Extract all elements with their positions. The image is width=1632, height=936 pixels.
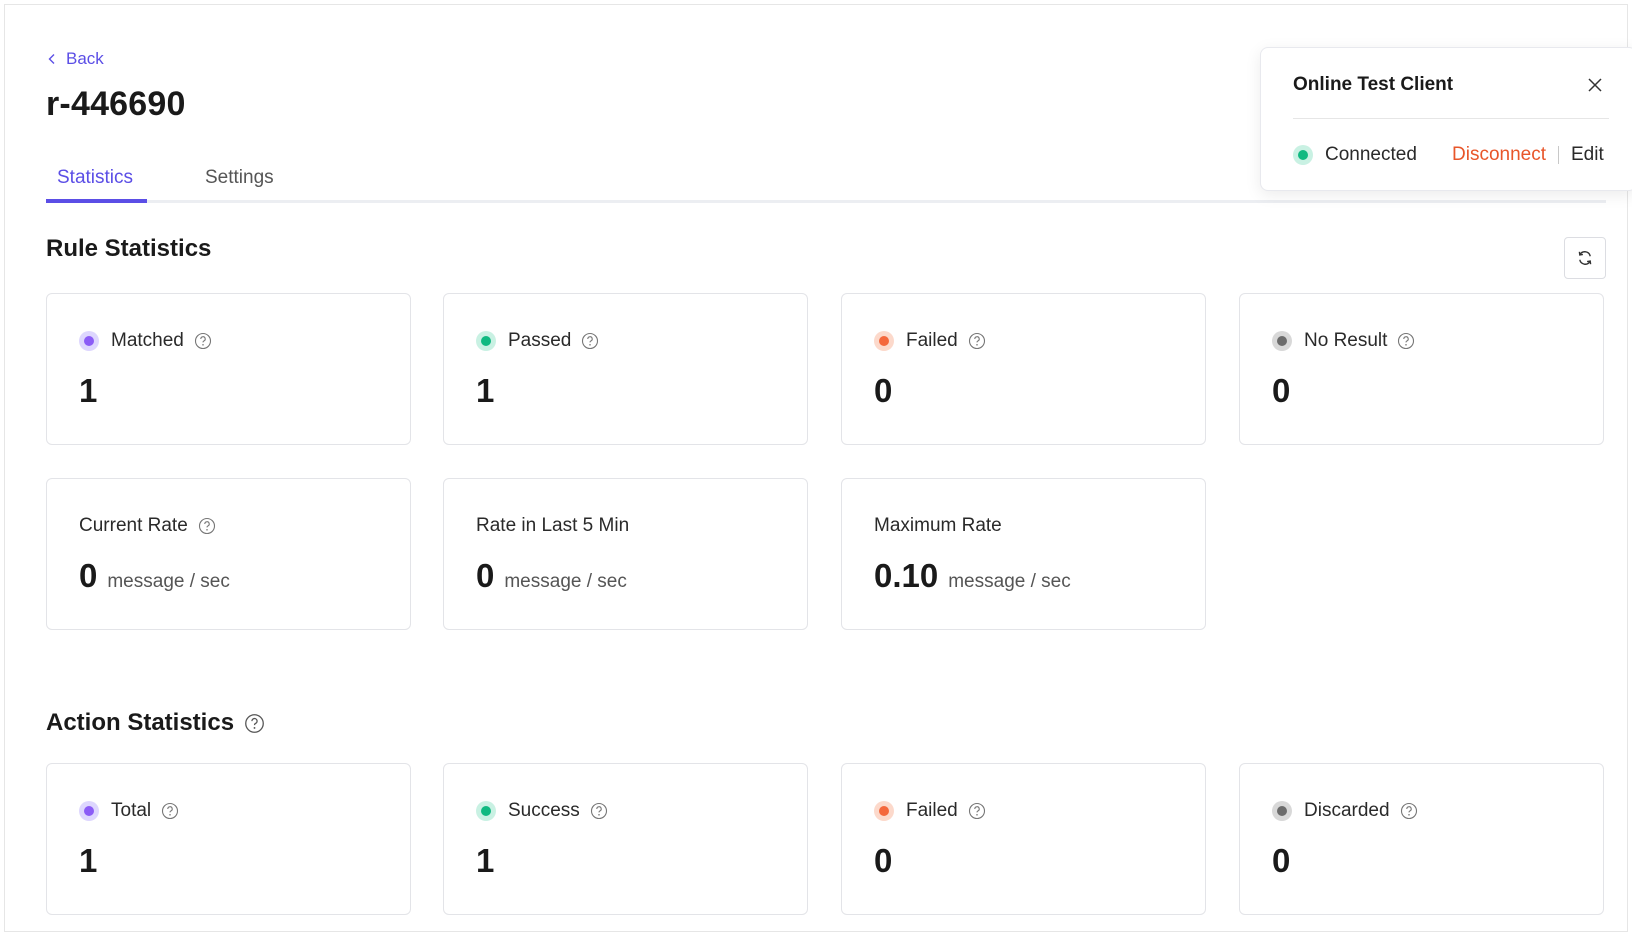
rate-value: 0.10: [874, 557, 939, 594]
active-tab-indicator: [46, 199, 147, 203]
rate-card-current: Current Rate 0 message / sec: [46, 478, 411, 630]
stat-label: Success: [508, 800, 580, 821]
refresh-icon: [1578, 251, 1592, 265]
action-card-failed: Failed 0: [841, 763, 1206, 915]
close-icon[interactable]: [1586, 76, 1604, 94]
rate-unit: message / sec: [107, 571, 230, 592]
help-icon[interactable]: [161, 802, 179, 820]
rate-value: 0: [476, 557, 495, 594]
rule-statistics-title: Rule Statistics: [46, 235, 211, 263]
help-icon[interactable]: [244, 713, 265, 734]
back-label: Back: [66, 49, 104, 68]
stat-value: 0: [1272, 372, 1291, 409]
stat-label: Failed: [906, 800, 958, 821]
stat-label: Passed: [508, 330, 572, 351]
status-dot-icon: [79, 801, 99, 821]
tab-bar: Statistics Settings: [46, 155, 1606, 203]
rate-card-maximum: Maximum Rate 0.10 message / sec: [841, 478, 1206, 630]
action-statistics-title: Action Statistics: [46, 709, 265, 737]
rate-unit: message / sec: [948, 571, 1071, 592]
action-statistics-label: Action Statistics: [46, 709, 235, 736]
action-card-total: Total 1: [46, 763, 411, 915]
help-icon[interactable]: [1400, 802, 1418, 820]
stat-value: 1: [476, 372, 495, 409]
status-text: Connected: [1325, 144, 1417, 165]
stat-label: Discarded: [1304, 800, 1390, 821]
help-icon[interactable]: [968, 332, 986, 350]
action-card-discarded: Discarded 0: [1239, 763, 1604, 915]
stat-value: 0: [1272, 842, 1291, 879]
stat-value: 0: [874, 842, 893, 879]
rule-statistics-label: Rule Statistics: [46, 235, 212, 262]
rate-unit: message / sec: [504, 571, 627, 592]
tab-statistics[interactable]: Statistics: [57, 167, 134, 188]
rate-label: Maximum Rate: [874, 515, 1002, 536]
stat-label: Total: [111, 800, 152, 821]
connection-status: Connected: [1293, 144, 1417, 166]
page-frame: Back r-446690 Statistics Settings Rule S…: [4, 4, 1632, 932]
status-dot-icon: [79, 331, 99, 351]
refresh-button[interactable]: [1564, 237, 1606, 279]
status-dot-icon: [1272, 331, 1292, 351]
stat-label: Failed: [906, 330, 958, 351]
popover-actions: Disconnect Edit: [1452, 144, 1604, 166]
stat-value: 1: [476, 842, 495, 879]
help-icon[interactable]: [968, 802, 986, 820]
help-icon[interactable]: [590, 802, 608, 820]
status-dot-icon: [874, 331, 894, 351]
rate-value: 0: [79, 557, 98, 594]
status-dot-icon: [476, 801, 496, 821]
help-icon[interactable]: [194, 332, 212, 350]
disconnect-button[interactable]: Disconnect: [1452, 144, 1546, 165]
stat-card-failed: Failed 0: [841, 293, 1206, 445]
test-client-popover: Online Test Client Connected Disconnect …: [1260, 47, 1632, 191]
edit-button[interactable]: Edit: [1571, 144, 1604, 165]
help-icon[interactable]: [198, 517, 216, 535]
help-icon[interactable]: [581, 332, 599, 350]
back-link[interactable]: Back: [46, 49, 104, 69]
rate-label: Current Rate: [79, 515, 188, 536]
popover-title: Online Test Client: [1293, 74, 1454, 95]
chevron-left-icon: [48, 54, 55, 64]
page-title: r-446690: [46, 85, 186, 123]
status-dot-icon: [1293, 145, 1313, 165]
stat-card-matched: Matched 1: [46, 293, 411, 445]
tab-settings[interactable]: Settings: [205, 167, 274, 188]
divider: [1558, 146, 1559, 164]
stat-value: 0: [874, 372, 893, 409]
status-dot-icon: [874, 801, 894, 821]
divider: [1293, 118, 1609, 119]
status-dot-icon: [1272, 801, 1292, 821]
stat-value: 1: [79, 372, 98, 409]
rate-label: Rate in Last 5 Min: [476, 515, 630, 536]
status-dot-icon: [476, 331, 496, 351]
stat-card-passed: Passed 1: [443, 293, 808, 445]
action-card-success: Success 1: [443, 763, 808, 915]
stat-label: Matched: [111, 330, 184, 351]
stat-value: 1: [79, 842, 98, 879]
help-icon[interactable]: [1397, 332, 1415, 350]
stat-label: No Result: [1304, 330, 1388, 351]
stat-card-no-result: No Result 0: [1239, 293, 1604, 445]
rate-card-last-5-min: Rate in Last 5 Min 0 message / sec: [443, 478, 808, 630]
